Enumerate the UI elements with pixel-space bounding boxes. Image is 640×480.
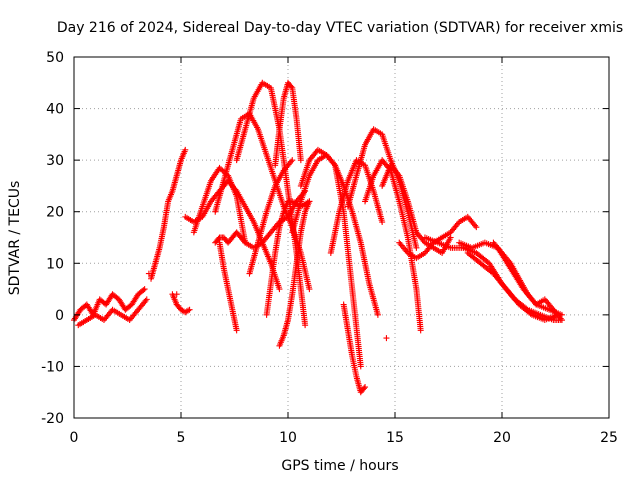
series-track-d <box>169 291 193 316</box>
series-track-z <box>490 239 565 324</box>
y-tick-label: 40 <box>46 102 64 118</box>
series-track-v <box>396 213 480 262</box>
series-track-y <box>464 249 561 324</box>
data-point <box>141 286 148 293</box>
y-axis-label: SDTVAR / TECUs <box>7 181 23 296</box>
data-point <box>417 327 424 334</box>
x-tick-label: 15 <box>386 430 404 446</box>
series-track-n <box>276 198 313 349</box>
chart-title: Day 216 of 2024, Sidereal Day-to-day VTE… <box>57 20 623 36</box>
y-tick-label: 30 <box>46 153 64 169</box>
x-tick-label: 20 <box>493 430 511 446</box>
series-track-q <box>327 157 386 256</box>
data-point <box>145 270 152 277</box>
y-tick-label: 10 <box>46 256 64 272</box>
y-tick-labels: -20 -10 0 10 20 30 40 50 <box>41 50 64 427</box>
x-tick-labels: 0 5 10 15 20 25 <box>70 430 618 446</box>
data-point <box>216 164 223 171</box>
data-point <box>219 167 226 174</box>
data-point <box>173 291 180 298</box>
data-point <box>217 166 224 173</box>
data-point <box>447 234 454 241</box>
data-point <box>514 300 521 307</box>
series-track-t <box>362 157 424 334</box>
series-track-m <box>272 79 304 169</box>
data-point <box>383 335 390 342</box>
data-points <box>71 79 565 396</box>
data-point <box>357 363 364 370</box>
series-track-c <box>148 146 189 282</box>
x-tick-label: 25 <box>600 430 618 446</box>
data-point <box>185 307 192 314</box>
data-point <box>297 157 304 164</box>
data-point <box>306 286 313 293</box>
data-point <box>473 224 480 231</box>
data-point <box>182 146 189 153</box>
plot-frame <box>73 56 610 419</box>
axis-ticks <box>73 56 610 419</box>
data-point <box>288 83 295 90</box>
series-track-r <box>340 301 369 396</box>
data-point <box>186 306 193 313</box>
data-point <box>233 327 240 334</box>
series-track-f <box>190 164 249 246</box>
data-point <box>374 311 381 318</box>
x-axis-label: GPS time / hours <box>281 458 398 474</box>
y-tick-label: 50 <box>46 50 64 66</box>
data-point <box>413 244 420 251</box>
y-tick-label: -20 <box>41 411 64 427</box>
series-outliers <box>145 270 390 342</box>
series-track-b <box>75 296 150 329</box>
y-tick-label: 0 <box>55 308 64 324</box>
data-point <box>489 269 496 276</box>
data-point <box>527 310 534 317</box>
data-point <box>302 322 309 329</box>
data-point <box>143 296 150 303</box>
data-point <box>306 198 313 205</box>
y-tick-label: -10 <box>41 359 64 375</box>
data-point <box>289 157 296 164</box>
data-point <box>140 287 147 294</box>
series-track-g <box>216 239 240 334</box>
data-point <box>379 219 386 226</box>
x-tick-label: 5 <box>177 430 186 446</box>
x-tick-label: 0 <box>70 430 79 446</box>
series-track-a <box>71 286 148 324</box>
data-point <box>276 286 283 293</box>
y-tick-label: 20 <box>46 205 64 221</box>
data-point <box>360 385 367 392</box>
data-point <box>558 317 565 324</box>
grid <box>74 57 609 418</box>
data-point <box>362 384 369 391</box>
x-tick-label: 10 <box>279 430 297 446</box>
series-track-u <box>379 162 454 256</box>
